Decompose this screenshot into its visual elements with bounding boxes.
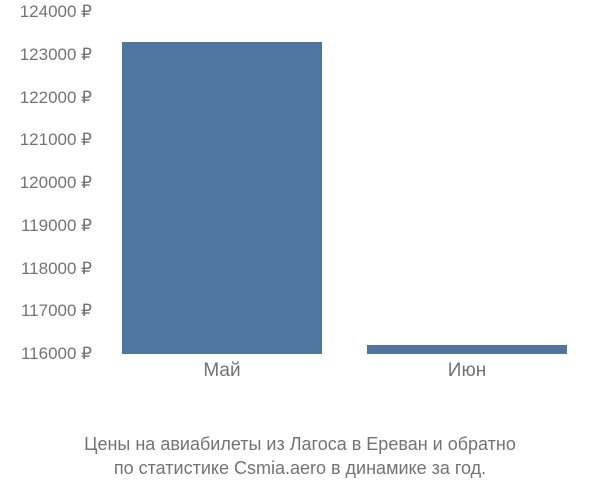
x-tick-label: Июн [448,360,486,382]
plot-area [100,12,590,354]
x-tick-label: Май [203,360,240,382]
y-axis: 116000 ₽ 117000 ₽ 118000 ₽ 119000 ₽ 120000 ₽… [0,0,100,420]
y-tick-label: 116000 ₽ [21,344,92,364]
x-axis: Май Июн [100,360,590,400]
bar [367,345,567,354]
y-tick-label: 120000 ₽ [20,173,92,193]
bar [122,42,322,354]
y-tick-label: 121000 ₽ [20,130,92,150]
price-chart: 116000 ₽ 117000 ₽ 118000 ₽ 119000 ₽ 120000 ₽… [0,0,600,420]
y-tick-label: 124000 ₽ [20,2,92,22]
y-tick-label: 123000 ₽ [20,45,92,65]
y-tick-label: 118000 ₽ [21,259,92,279]
y-tick-label: 117000 ₽ [21,301,92,321]
y-tick-label: 122000 ₽ [20,88,92,108]
y-tick-label: 119000 ₽ [21,216,92,236]
caption-line-1: Цены на авиабилеты из Лагоса в Ереван и … [0,432,600,456]
caption-line-2: по статистике Csmia.aero в динамике за г… [0,456,600,480]
